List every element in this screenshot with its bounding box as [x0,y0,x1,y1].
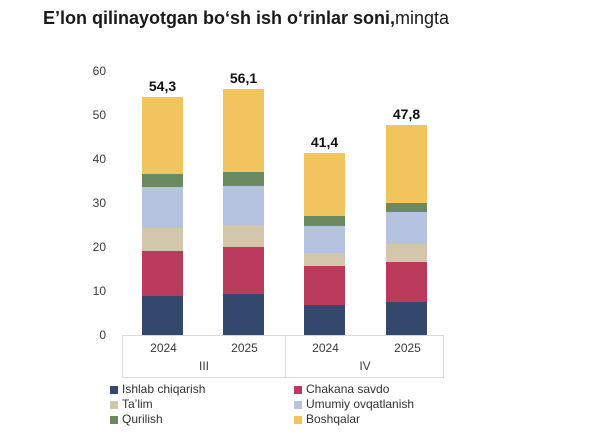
legend-swatch-icon [294,385,302,394]
bar-total-label: 56,1 [229,69,258,86]
bar-segment-ishlab-chiqarish [386,301,427,335]
legend-label: Taʼlim [122,397,153,411]
legend-item-ishlab-chiqarish: Ishlab chiqarish [110,382,205,397]
chart-title: Eʼlon qilinayotgan boʻsh ish oʻrinlar so… [43,8,449,29]
bar-total-label: 41,4 [310,134,339,151]
legend-swatch-icon [110,385,118,394]
legend-item-umumiy-ovqatlanish: Umumiy ovqatlanish [294,397,414,412]
x-axis-year-label: 2024 [312,341,339,355]
stacked-bar-2024-iv- [304,0,345,335]
y-axis-tick-50: 50 [92,108,106,123]
stacked-bar-2025-iii- [223,0,264,335]
y-axis-tick-60: 60 [92,64,106,79]
bar-segment-ishlab-chiqarish [223,294,264,335]
bar-segment-qurilish [142,173,183,187]
bar-segment-ishlab-chiqarish [142,295,183,335]
bar-segment-ishlab-chiqarish [304,305,345,335]
bar-segment-boshqalar [223,88,264,173]
legend-label: Chakana savdo [306,382,390,396]
y-axis-tick-0: 0 [99,327,106,342]
bar-segment-ta-lim [223,224,264,247]
legend-swatch-icon [110,400,118,409]
bar-segment-boshqalar [304,153,345,217]
chart-title-unit: mingta [395,8,450,28]
legend-item-boshqalar: Boshqalar [294,412,360,427]
y-axis-tick-40: 40 [92,151,106,166]
bar-segment-boshqalar [142,96,183,174]
x-axis-label-box: 2024 2025 III 2024 2025 IV [122,335,444,378]
x-axis-year-label: 2024 [150,341,177,355]
legend-item-chakana-savdo: Chakana savdo [294,382,389,397]
legend-swatch-icon [294,400,302,409]
bar-segment-chakana-savdo [223,246,264,295]
bar-segment-chakana-savdo [386,261,427,302]
bar-segment-qurilish [223,172,264,187]
x-axis-year-label: 2025 [394,341,421,355]
legend-item-ta-lim: Taʼlim [110,397,153,412]
legend-label: Qurilish [122,412,163,426]
y-axis-tick-20: 20 [92,239,106,254]
bar-segment-boshqalar [386,125,427,203]
bar-segment-umumiy-ovqatlanish [304,226,345,254]
bar-segment-qurilish [304,216,345,227]
legend-label: Boshqalar [306,412,361,426]
x-axis-quarter-label: III [198,359,209,373]
bar-total-label: 47,8 [392,106,421,123]
legend-swatch-icon [110,415,118,424]
bar-segment-chakana-savdo [304,266,345,306]
y-axis-tick-30: 30 [92,195,106,210]
bar-total-label: 54,3 [148,77,177,94]
legend-label: Ishlab chiqarish [122,382,206,396]
chart-title-main: Eʼlon qilinayotgan boʻsh ish oʻrinlar so… [43,8,396,28]
bar-segment-umumiy-ovqatlanish [223,186,264,225]
bar-segment-ta-lim [142,227,183,252]
legend-label: Umumiy ovqatlanish [306,397,415,411]
bar-segment-qurilish [386,202,427,212]
bar-segment-chakana-savdo [142,251,183,296]
x-axis-year-label: 2025 [231,341,258,355]
stacked-bar-2025-iv- [386,0,427,335]
x-axis-quarter-label: IV [359,359,371,373]
bar-segment-ta-lim [386,244,427,262]
legend-item-qurilish: Qurilish [110,412,163,427]
bar-segment-umumiy-ovqatlanish [386,211,427,245]
legend-swatch-icon [294,415,302,424]
bar-segment-ta-lim [304,253,345,267]
y-axis-tick-10: 10 [92,283,106,298]
stacked-bar-2024-iii- [142,0,183,335]
bar-segment-umumiy-ovqatlanish [142,186,183,228]
axis-group-divider [285,336,286,377]
